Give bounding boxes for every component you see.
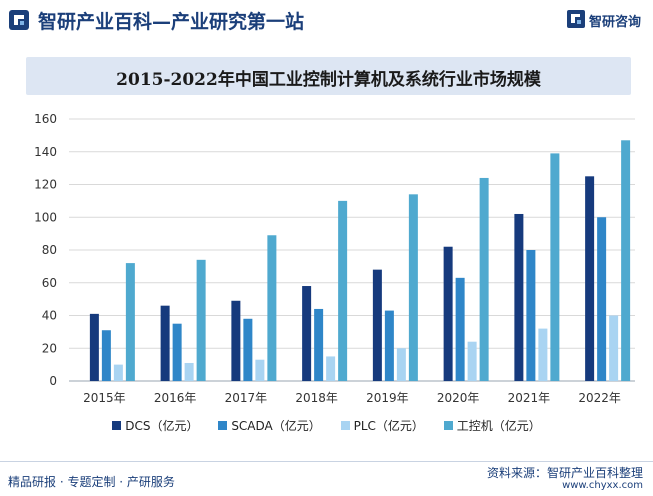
x-tick-label: 2020年 bbox=[437, 391, 480, 405]
legend-item-plc: PLC（亿元） bbox=[340, 417, 424, 434]
legend-item-dcs: DCS（亿元） bbox=[112, 417, 198, 434]
website-link[interactable]: www.chyxx.com bbox=[562, 480, 643, 491]
bar-dcs bbox=[443, 246, 453, 381]
footer: 精品研报 · 专题定制 · 产研服务 资料来源：智研产业百科整理 www.chy… bbox=[0, 461, 653, 496]
y-tick-label: 140 bbox=[34, 145, 57, 159]
bar-dcs bbox=[89, 313, 99, 381]
bar-dcs bbox=[372, 269, 382, 381]
x-tick-label: 2019年 bbox=[366, 391, 409, 405]
bar-plc bbox=[609, 315, 619, 381]
bar-plc bbox=[326, 356, 336, 381]
legend-swatch-dcs bbox=[112, 421, 122, 430]
bar-ipc bbox=[338, 200, 348, 381]
bar-scada bbox=[384, 310, 394, 381]
chart-title: 2015-2022年中国工业控制计算机及系统行业市场规模 bbox=[116, 70, 541, 90]
bar-scada bbox=[243, 318, 253, 381]
bar-plc bbox=[538, 328, 548, 381]
grid-lines bbox=[69, 118, 635, 382]
x-tick-label: 2018年 bbox=[295, 391, 338, 405]
y-tick-label: 40 bbox=[42, 309, 57, 323]
bar-scada bbox=[526, 250, 536, 381]
top-bar: 智研产业百科—产业研究第一站 智研咨询 bbox=[0, 0, 653, 40]
zhiyan-logo-icon bbox=[9, 10, 29, 30]
bar-scada bbox=[314, 308, 324, 381]
legend-label-ipc: 工控机（亿元） bbox=[456, 419, 541, 433]
data-source: 资料来源：智研产业百科整理 bbox=[486, 466, 643, 480]
bar-scada bbox=[455, 277, 465, 381]
legend-swatch-plc bbox=[340, 421, 350, 430]
bar-plc bbox=[113, 364, 123, 381]
x-tick-label: 2021年 bbox=[508, 391, 551, 405]
bar-ipc bbox=[196, 259, 206, 381]
bar-ipc bbox=[125, 263, 135, 381]
legend: DCS（亿元） SCADA（亿元） PLC（亿元） 工控机（亿元） bbox=[0, 417, 653, 435]
footer-divider bbox=[0, 461, 653, 462]
bar-ipc bbox=[479, 177, 489, 381]
footer-slogan: 精品研报 · 专题定制 · 产研服务 bbox=[8, 475, 175, 489]
y-tick-label: 20 bbox=[42, 341, 57, 355]
bar-scada bbox=[597, 217, 607, 381]
y-tick-label: 100 bbox=[34, 210, 57, 224]
bar-dcs bbox=[302, 286, 312, 381]
legend-item-ipc: 工控机（亿元） bbox=[443, 417, 541, 434]
bar-ipc bbox=[621, 140, 631, 381]
bar-dcs bbox=[160, 305, 170, 381]
bar-plc bbox=[255, 359, 265, 381]
legend-label-scada: SCADA（亿元） bbox=[231, 419, 321, 433]
bar-scada bbox=[101, 330, 111, 381]
legend-swatch-scada bbox=[218, 421, 228, 430]
brand: 智研咨询 bbox=[567, 10, 641, 30]
site-title: 智研产业百科—产业研究第一站 bbox=[38, 11, 305, 33]
bars bbox=[89, 140, 631, 381]
y-tick-label: 0 bbox=[49, 374, 57, 388]
brand-name: 智研咨询 bbox=[589, 15, 642, 30]
brand-logo-icon bbox=[567, 10, 585, 28]
legend-label-plc: PLC（亿元） bbox=[353, 419, 424, 433]
bar-dcs bbox=[585, 176, 595, 381]
legend-label-dcs: DCS（亿元） bbox=[125, 419, 199, 433]
bar-ipc bbox=[267, 235, 277, 381]
legend-item-scada: SCADA（亿元） bbox=[218, 417, 321, 434]
y-tick-label: 120 bbox=[34, 178, 57, 192]
title-banner: 2015-2022年中国工业控制计算机及系统行业市场规模 bbox=[26, 57, 631, 95]
bar-plc bbox=[396, 348, 406, 381]
bar-plc bbox=[184, 362, 194, 381]
x-axis-ticks: 2015年 2016年 2017年 2018年 2019年 2020年 2021年 2022年 bbox=[83, 391, 621, 405]
x-tick-label: 2022年 bbox=[578, 391, 621, 405]
legend-swatch-ipc bbox=[443, 421, 453, 430]
x-tick-label: 2016年 bbox=[154, 391, 197, 405]
x-tick-label: 2017年 bbox=[225, 391, 268, 405]
y-tick-label: 80 bbox=[42, 243, 57, 257]
y-tick-label: 160 bbox=[34, 112, 57, 126]
x-tick-label: 2015年 bbox=[83, 391, 126, 405]
bar-dcs bbox=[514, 213, 524, 381]
bar-ipc bbox=[408, 194, 418, 381]
y-tick-label: 60 bbox=[42, 276, 57, 290]
bar-ipc bbox=[550, 153, 560, 381]
bar-scada bbox=[172, 323, 182, 381]
bar-plc bbox=[467, 341, 477, 381]
bar-dcs bbox=[231, 300, 241, 381]
y-axis-ticks: 0 20 40 60 80 100 120 140 160 bbox=[34, 112, 57, 388]
